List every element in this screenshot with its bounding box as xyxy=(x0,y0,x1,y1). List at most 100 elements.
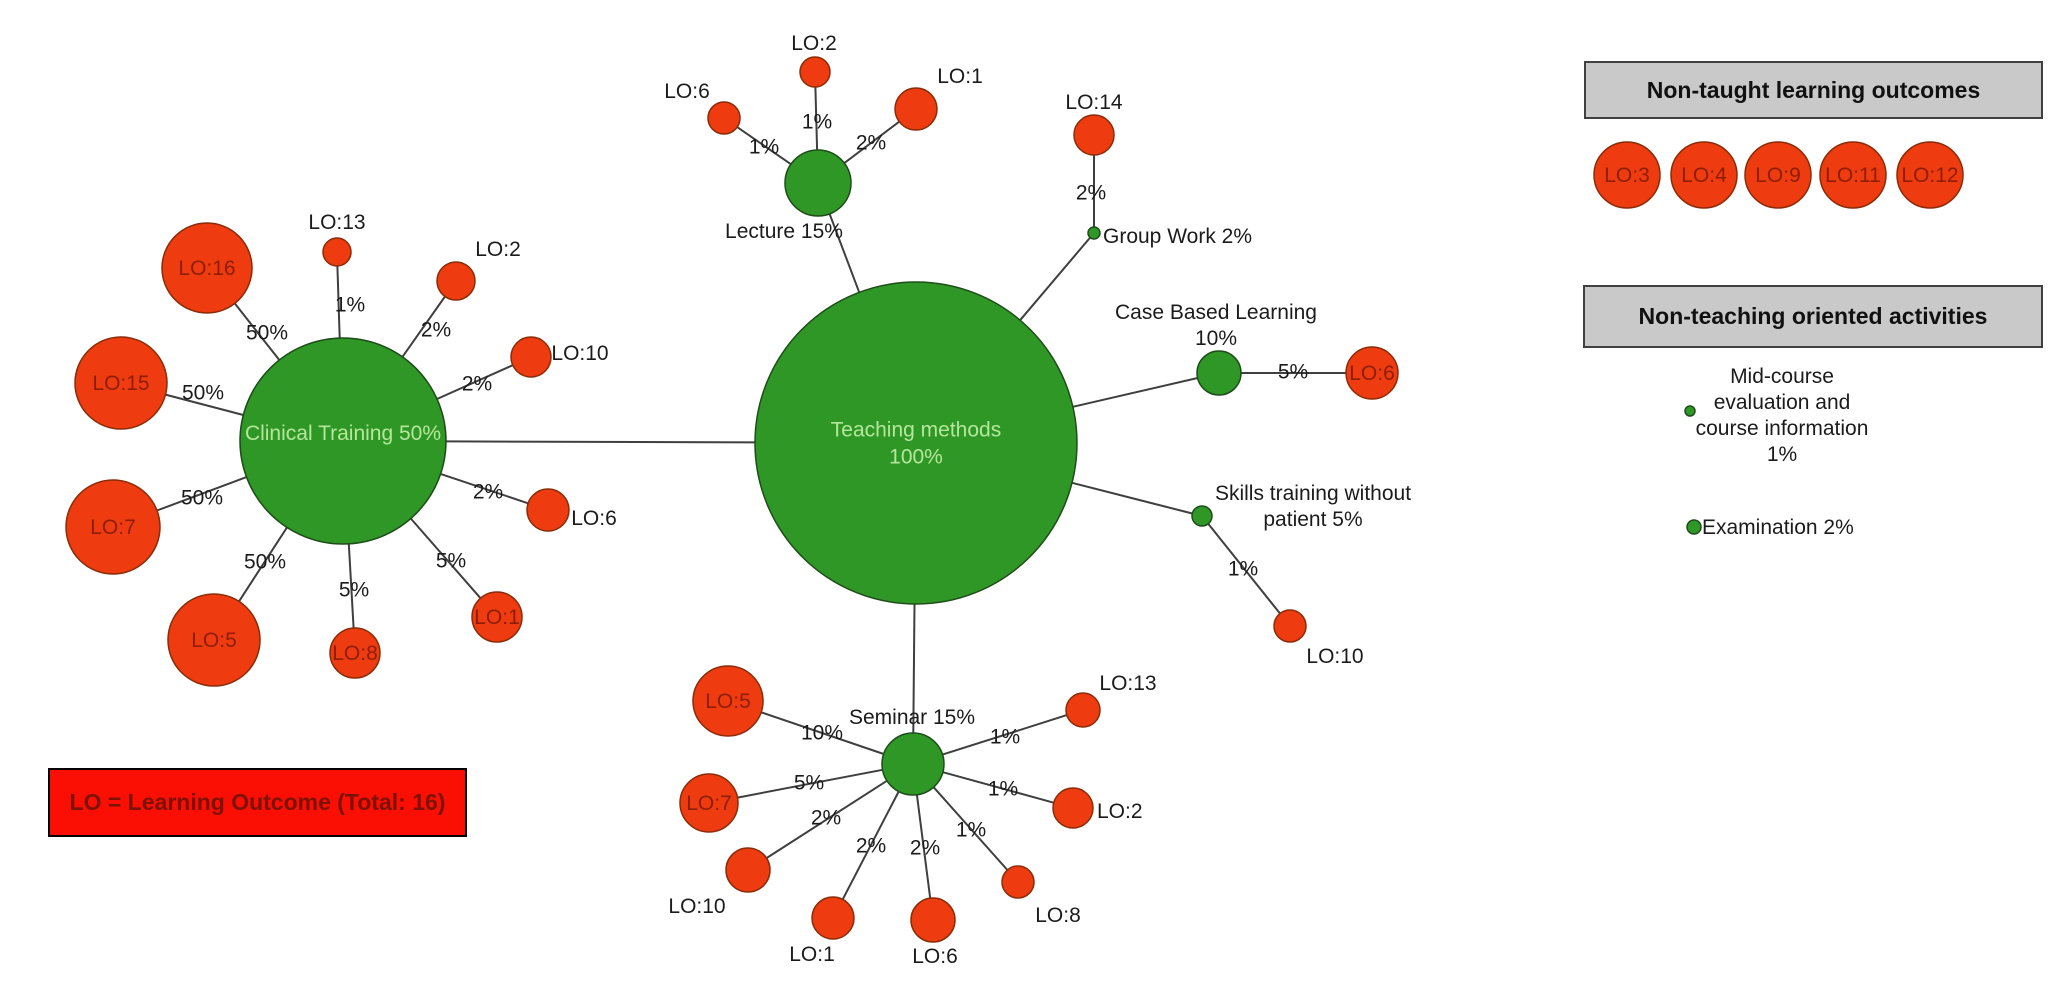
node-m10 xyxy=(725,847,771,893)
edge-lecture-l1 xyxy=(843,120,900,164)
edge-lecture-l6 xyxy=(736,126,792,166)
edge-label-clinical-c2: 2% xyxy=(421,319,451,342)
edge-clinical-c10 xyxy=(436,364,514,400)
node-m1 xyxy=(811,896,855,940)
edge-teaching-skills xyxy=(1071,481,1193,515)
legend-non-taught-header: Non-taught learning outcomes xyxy=(1584,61,2043,119)
node-m8 xyxy=(1001,865,1035,899)
label-b6: LO:6 xyxy=(1349,362,1395,385)
node-c13 xyxy=(322,237,352,267)
edge-label-clinical-c5: 50% xyxy=(244,551,286,574)
edge-clinical-c16 xyxy=(234,302,281,361)
label-cbl: Case Based Learning 10% xyxy=(1115,301,1317,350)
edge-seminar-m1 xyxy=(841,791,900,900)
edge-label-clinical-c7: 50% xyxy=(181,487,223,510)
edge-label-seminar-m2: 1% xyxy=(988,778,1018,801)
edge-skills-s10 xyxy=(1207,523,1281,615)
node-teaching xyxy=(754,281,1078,605)
label-clinical: Clinical Training 50% xyxy=(245,422,441,445)
edge-seminar-m2 xyxy=(942,771,1054,804)
label-c5: LO:5 xyxy=(191,629,237,652)
node-l1 xyxy=(894,87,938,131)
node-m5 xyxy=(692,665,764,737)
node-c8 xyxy=(329,627,381,679)
edge-label-clinical-c13: 1% xyxy=(335,294,365,317)
label-c16: LO:16 xyxy=(178,257,235,280)
node-c15 xyxy=(74,336,168,430)
edge-teaching-groupwork xyxy=(1019,236,1091,321)
label-c2: LO:2 xyxy=(475,238,521,261)
label-lecture: Lecture 15% xyxy=(725,220,843,243)
edge-label-groupwork-g14: 2% xyxy=(1076,182,1106,205)
edge-label-clinical-c8: 5% xyxy=(339,579,369,602)
node-c5 xyxy=(167,593,261,687)
edge-label-clinical-c6: 2% xyxy=(473,481,503,504)
node-s10 xyxy=(1273,609,1307,643)
label-lg12: LO:12 xyxy=(1901,164,1958,187)
node-lg3 xyxy=(1593,141,1661,209)
edge-label-seminar-m8: 1% xyxy=(956,819,986,842)
label-c10: LO:10 xyxy=(551,342,608,365)
label-m7: LO:7 xyxy=(686,792,732,815)
node-c7 xyxy=(65,479,161,575)
lo-abbreviation-note: LO = Learning Outcome (Total: 16) xyxy=(48,768,467,837)
edge-label-seminar-m6: 2% xyxy=(910,837,940,860)
edge-teaching-cbl xyxy=(1072,377,1198,408)
label-g14: LO:14 xyxy=(1065,91,1123,114)
node-groupwork xyxy=(1087,226,1101,240)
edge-teaching-seminar xyxy=(912,603,916,734)
edge-label-clinical-c15: 50% xyxy=(182,382,224,405)
label-s10: LO:10 xyxy=(1306,645,1363,668)
node-m7 xyxy=(679,773,739,833)
node-b6 xyxy=(1345,346,1399,400)
label-m6: LO:6 xyxy=(912,945,958,968)
node-m13 xyxy=(1065,692,1101,728)
edge-clinical-c7 xyxy=(156,476,247,512)
label-c13: LO:13 xyxy=(308,211,365,234)
label-l2: LO:2 xyxy=(791,32,837,55)
node-c16 xyxy=(161,222,253,314)
label-c1: LO:1 xyxy=(474,606,520,629)
node-skills xyxy=(1191,505,1213,527)
label-lg11: LO:11 xyxy=(1825,164,1881,187)
node-lg9 xyxy=(1744,141,1812,209)
edge-label-lecture-l2: 1% xyxy=(802,111,832,134)
label-skills: Skills training without patient 5% xyxy=(1215,482,1411,531)
node-l6 xyxy=(707,101,741,135)
edge-teaching-clinical xyxy=(445,440,756,444)
edge-seminar-m5 xyxy=(760,711,885,755)
label-groupwork: Group Work 2% xyxy=(1103,225,1252,248)
node-c6 xyxy=(526,488,570,532)
label-m1: LO:1 xyxy=(789,943,835,966)
edge-clinical-c13 xyxy=(336,265,341,339)
node-m2 xyxy=(1052,787,1094,829)
node-d1 xyxy=(1684,405,1696,417)
node-c2 xyxy=(436,261,476,301)
label-m8: LO:8 xyxy=(1035,904,1081,927)
edge-seminar-m13 xyxy=(942,714,1068,756)
node-cbl xyxy=(1196,350,1242,396)
edge-clinical-c6 xyxy=(440,472,529,505)
label-c8: LO:8 xyxy=(332,642,378,665)
edge-label-seminar-m13: 1% xyxy=(990,726,1020,749)
edge-seminar-m6 xyxy=(915,794,932,899)
label-c6: LO:6 xyxy=(571,507,617,530)
node-g14 xyxy=(1073,114,1115,156)
legend-non-teaching-header: Non-teaching oriented activities xyxy=(1583,285,2043,348)
edge-label-clinical-c1: 5% xyxy=(436,550,466,573)
node-lecture xyxy=(784,149,852,217)
label-lg4: LO:4 xyxy=(1681,164,1727,187)
edge-clinical-c15 xyxy=(165,393,244,416)
edge-label-seminar-m1: 2% xyxy=(856,835,886,858)
node-c10 xyxy=(510,336,552,378)
label-m10: LO:10 xyxy=(668,895,725,918)
label-c15: LO:15 xyxy=(92,372,149,395)
label-m5: LO:5 xyxy=(705,690,751,713)
edge-clinical-c2 xyxy=(401,295,446,358)
edge-label-lecture-l6: 1% xyxy=(749,136,779,159)
node-seminar xyxy=(881,732,945,796)
edge-clinical-c5 xyxy=(238,526,288,602)
label-c7: LO:7 xyxy=(90,516,136,539)
edge-label-seminar-m5: 10% xyxy=(801,722,843,745)
